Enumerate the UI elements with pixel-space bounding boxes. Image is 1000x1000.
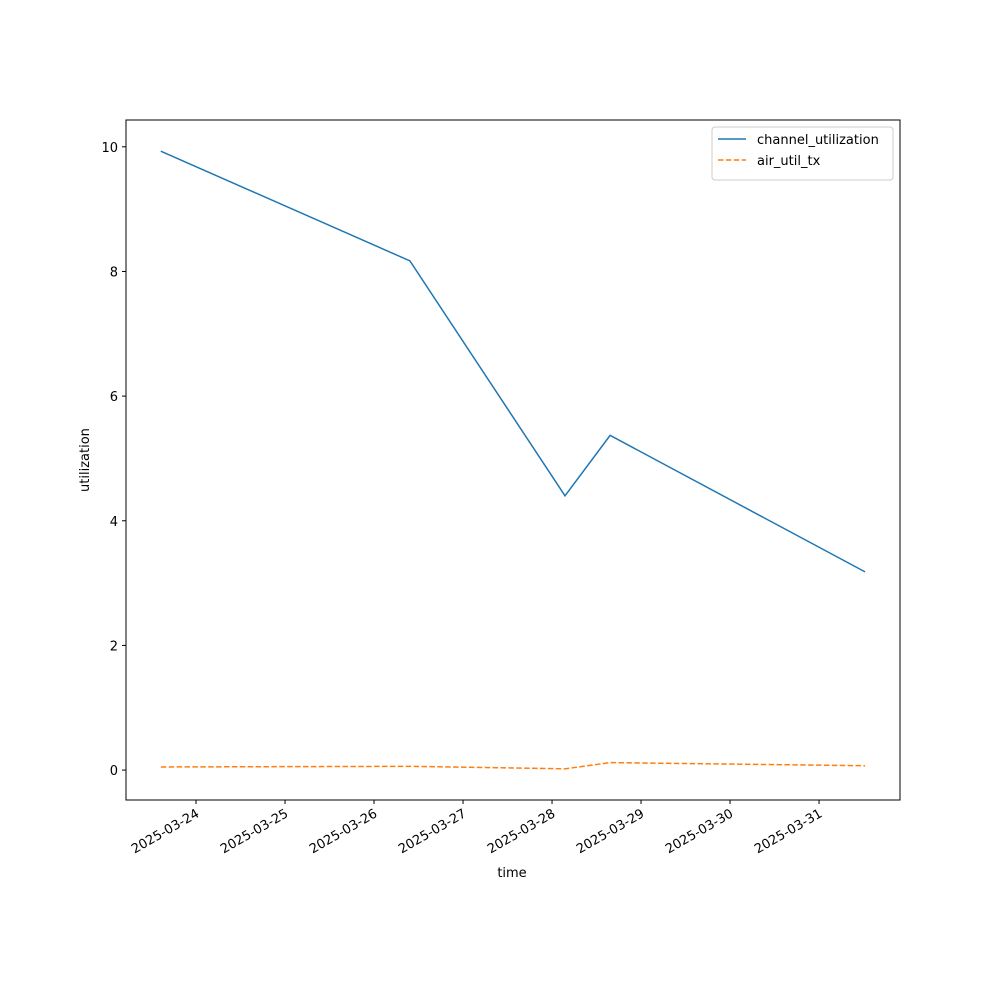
y-tick-label: 2 [110,639,118,654]
legend-label: air_util_tx [757,154,821,169]
y-tick-label: 0 [110,764,118,779]
x-axis-label: time [497,866,526,881]
x-tick-label: 2025-03-30 [663,806,736,857]
y-axis-label: utilization [78,428,93,492]
plot-frame [125,119,901,801]
y-tick-label: 10 [101,141,118,156]
x-tick-label: 2025-03-26 [307,806,380,857]
x-tick-label: 2025-03-31 [752,806,825,857]
legend-box [711,126,894,181]
y-tick-label: 8 [110,265,118,280]
x-tick-label: 2025-03-28 [485,806,558,857]
x-tick-label: 2025-03-27 [396,806,469,857]
series-line [160,150,866,573]
series-line [160,761,866,770]
legend-label: channel_utilization [757,133,879,148]
x-tick-label: 2025-03-29 [574,806,647,857]
y-tick-label: 4 [110,515,118,530]
y-tick-label: 6 [110,390,118,405]
x-tick-label: 2025-03-24 [129,806,202,857]
x-tick-label: 2025-03-25 [218,806,291,857]
